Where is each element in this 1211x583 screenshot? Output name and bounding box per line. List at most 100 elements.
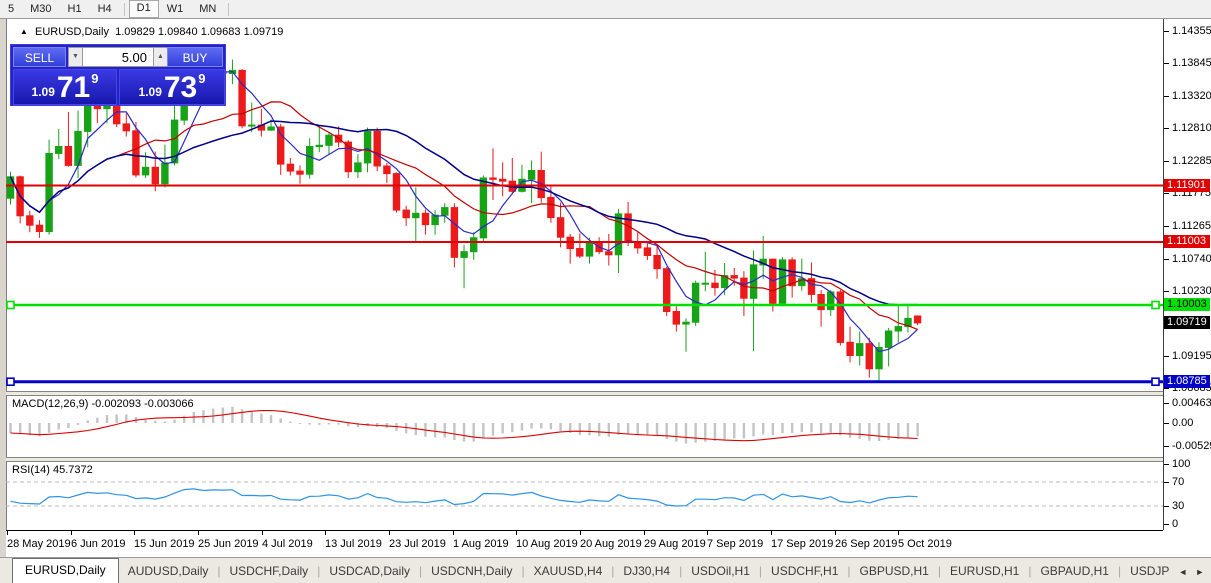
period-button-5[interactable]: 5 [8, 3, 15, 15]
volume-increase-button[interactable]: ▲ [153, 47, 168, 67]
period-button-m30[interactable]: M30 [30, 3, 52, 15]
date-label: 15 Jun 2019 [134, 538, 195, 550]
tab-separator: | [937, 564, 941, 578]
tab-eurusd-daily[interactable]: EURUSD,Daily [12, 558, 119, 583]
sell-button[interactable]: SELL [13, 47, 66, 67]
price-tick-mark [1164, 63, 1169, 64]
price-tick-mark [1164, 291, 1169, 292]
volume-input[interactable] [83, 47, 153, 67]
rsi-chart-canvas[interactable] [6, 462, 1163, 530]
line-drag-handle[interactable] [1151, 377, 1160, 387]
sell-price-prefix: 1.09 [31, 85, 55, 99]
date-tick-mark [71, 531, 72, 535]
macd-signal-line [10, 409, 918, 442]
toolbar-separator [228, 2, 230, 16]
date-axis[interactable]: 28 May 2019 6 Jun 2019 15 Jun 2019 25 Jun 2… [6, 530, 1163, 557]
buy-price-button[interactable]: 1.09 73 9 [119, 69, 225, 105]
sell-price-pip: 9 [91, 71, 99, 86]
tab-gbpusd-h1[interactable]: GBPUSD,H1 [859, 564, 929, 578]
line-drag-handle[interactable] [1151, 300, 1160, 310]
buy-price-big: 73 [163, 71, 198, 104]
volume-decrease-button[interactable]: ▼ [68, 47, 83, 67]
window-border [0, 18, 1211, 19]
tab-eurusd-h1[interactable]: EURUSD,H1 [949, 564, 1020, 578]
date-tick-mark [835, 531, 836, 535]
tab-usdchf-daily[interactable]: USDCHF,Daily [229, 564, 309, 578]
date-label: 17 Sep 2019 [771, 538, 834, 550]
price-tick-mark [1164, 259, 1169, 260]
price-tick-label: 1.09195 [1172, 350, 1211, 362]
line-drag-handle[interactable] [6, 300, 15, 310]
date-tick-mark [7, 531, 8, 535]
pane-splitter[interactable] [6, 457, 1211, 462]
tab-gbpaud-h1[interactable]: GBPAUD,H1 [1040, 564, 1109, 578]
date-tick-mark [771, 531, 772, 535]
main-chart-canvas[interactable] [6, 25, 1163, 391]
tab-separator: | [419, 564, 423, 578]
ma-line-12[interactable] [9, 101, 918, 330]
level-price-label: 1.08785 [1164, 375, 1210, 388]
period-button-mn[interactable]: MN [199, 3, 217, 15]
tab-separator: | [1117, 564, 1122, 578]
ma-line-24[interactable] [9, 120, 918, 306]
date-tick-mark [389, 531, 390, 535]
tab-scroll-arrows: ◄ ► [1178, 567, 1211, 583]
toolbar-separator [123, 2, 125, 16]
date-label: 25 Jun 2019 [198, 538, 259, 550]
date-label: 5 Oct 2019 [898, 538, 952, 550]
tab-usdcad-daily[interactable]: USDCAD,Daily [329, 564, 410, 578]
tab-usdchf-h1[interactable]: USDCHF,H1 [771, 564, 839, 578]
date-label: 28 May 2019 [7, 538, 71, 550]
collapse-arrow-icon[interactable]: ▲ [20, 27, 28, 36]
buy-button[interactable]: BUY [167, 47, 223, 67]
date-tick-mark [198, 531, 199, 535]
macd-tick-label: -0.005299 [1172, 440, 1211, 452]
price-tick-label: 1.12285 [1172, 155, 1211, 167]
current-price-label: 1.09719 [1164, 316, 1210, 329]
period-button-h1[interactable]: H1 [67, 3, 82, 15]
macd-tick-label: 0.00463 [1172, 397, 1211, 409]
period-button-d1[interactable]: D1 [128, 0, 159, 18]
tab-usdoil-h1[interactable]: USDOil,H1 [691, 564, 750, 578]
period-toolbar: 5 M30 H1 H4 D1 W1 MN [0, 0, 1211, 19]
low-value: 1.09683 [200, 26, 241, 38]
date-label: 29 Aug 2019 [644, 538, 706, 550]
tab-audusd-daily[interactable]: AUDUSD,Daily [127, 564, 209, 578]
close-value: 1.09719 [243, 26, 284, 38]
tab-dj30-h4[interactable]: DJ30,H4 [623, 564, 671, 578]
price-tick-mark [1164, 31, 1169, 32]
date-label: 20 Aug 2019 [580, 538, 642, 550]
date-label: 10 Aug 2019 [516, 538, 578, 550]
tab-xauusd-h4[interactable]: XAUUSD,H4 [533, 564, 603, 578]
macd-tick-mark [1164, 446, 1169, 447]
price-tick-label: 1.10740 [1172, 253, 1211, 265]
macd-chart-canvas[interactable] [6, 396, 1163, 457]
symbol-info-line: ▲ EURUSD,Daily 1.09829 1.09840 1.09683 1… [20, 26, 283, 38]
macd-tick-label: 0.00 [1172, 417, 1194, 429]
date-label: 1 Aug 2019 [453, 538, 509, 550]
period-button-w1[interactable]: W1 [166, 3, 184, 15]
rsi-tick-label: 30 [1172, 500, 1185, 512]
high-value: 1.09840 [157, 26, 198, 38]
date-tick-mark [134, 531, 135, 535]
ma-line-5[interactable] [9, 70, 919, 353]
line-drag-handle[interactable] [6, 377, 15, 387]
date-tick-mark [644, 531, 645, 535]
price-tick-mark [1164, 96, 1169, 97]
price-tick-mark [1164, 128, 1169, 129]
tab-usdcnh-daily[interactable]: USDCNH,Daily [431, 564, 513, 578]
date-tick-mark [262, 531, 263, 535]
tab-scroll-right-icon[interactable]: ► [1195, 567, 1205, 577]
rsi-label-line: RSI(14) 45.7372 [12, 464, 93, 476]
pane-splitter[interactable] [6, 391, 1211, 396]
tab-scroll-left-icon[interactable]: ◄ [1178, 567, 1188, 577]
chart-tab-bar: EURUSD,Daily AUDUSD,Daily | USDCHF,Daily | US… [0, 557, 1211, 583]
rsi-tick-mark [1164, 524, 1169, 525]
rsi-tick-label: 0 [1172, 518, 1179, 530]
macd-label-line: MACD(12,26,9) -0.002093 -0.003066 [12, 398, 194, 410]
sell-price-button[interactable]: 1.09 71 9 [13, 69, 117, 105]
period-button-h4[interactable]: H4 [97, 3, 112, 15]
tab-usdjp[interactable]: USDJP [1130, 564, 1170, 578]
macd-value-main: -0.002093 [91, 398, 142, 410]
